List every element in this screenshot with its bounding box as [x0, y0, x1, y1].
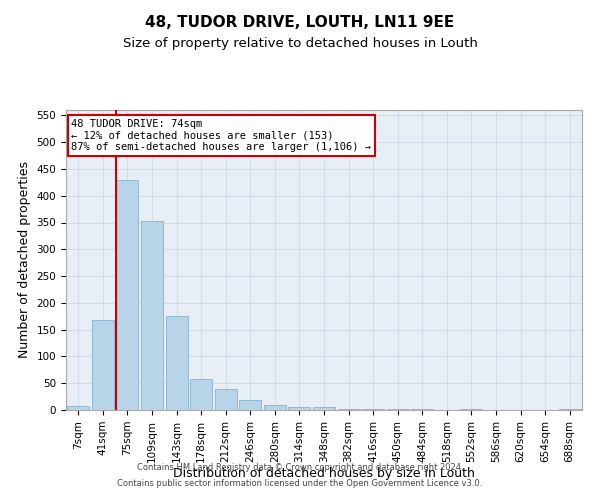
- Text: 48 TUDOR DRIVE: 74sqm
← 12% of detached houses are smaller (153)
87% of semi-det: 48 TUDOR DRIVE: 74sqm ← 12% of detached …: [71, 119, 371, 152]
- Bar: [116, 180, 139, 410]
- Text: 48, TUDOR DRIVE, LOUTH, LN11 9EE: 48, TUDOR DRIVE, LOUTH, LN11 9EE: [145, 15, 455, 30]
- X-axis label: Distribution of detached houses by size in Louth: Distribution of detached houses by size …: [173, 468, 475, 480]
- Bar: [313, 408, 335, 410]
- Bar: [264, 405, 286, 410]
- Bar: [141, 222, 163, 410]
- Bar: [92, 320, 114, 410]
- Bar: [559, 409, 581, 410]
- Bar: [215, 388, 237, 410]
- Bar: [166, 316, 188, 410]
- Text: Contains HM Land Registry data © Crown copyright and database right 2024.: Contains HM Land Registry data © Crown c…: [137, 464, 463, 472]
- Y-axis label: Number of detached properties: Number of detached properties: [18, 162, 31, 358]
- Bar: [289, 408, 310, 410]
- Bar: [67, 406, 89, 410]
- Bar: [239, 400, 262, 410]
- Bar: [190, 380, 212, 410]
- Text: Contains public sector information licensed under the Open Government Licence v3: Contains public sector information licen…: [118, 478, 482, 488]
- Text: Size of property relative to detached houses in Louth: Size of property relative to detached ho…: [122, 38, 478, 51]
